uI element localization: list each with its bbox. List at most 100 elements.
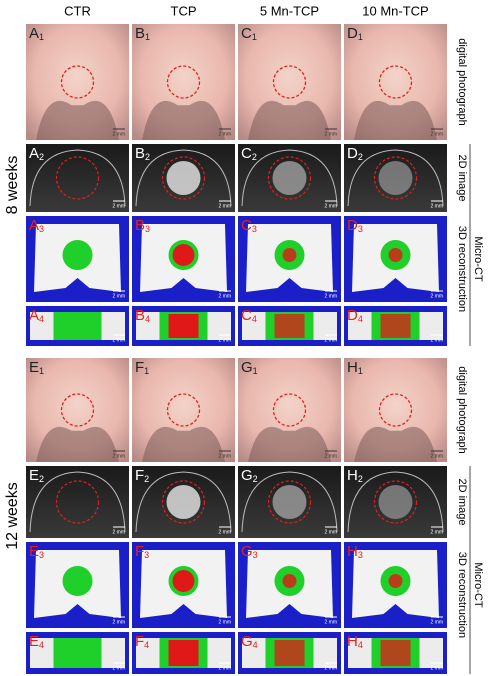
panel-subscript: 1 (358, 366, 363, 376)
bone-outline (29, 471, 126, 533)
panel-label: D2 (347, 145, 363, 162)
row-label: digital photograph (456, 38, 468, 125)
defect-circle (373, 480, 418, 524)
panel: F1 2 mm (132, 358, 235, 462)
scale-bar-label: 2 mm (431, 337, 444, 343)
panel-label: C1 (241, 25, 257, 42)
panel-subscript: 3 (39, 224, 44, 234)
panel-letter: A (29, 217, 39, 234)
scale-bar-label: 2 mm (113, 293, 126, 299)
panel-label: F3 (135, 543, 149, 560)
scale-bar-label: 2 mm (113, 131, 126, 137)
panel-letter: F (135, 543, 144, 560)
panel-letter: A (29, 145, 39, 162)
panel: E2 2 mm (26, 466, 129, 538)
scale-bar-label: 2 mm (431, 453, 444, 459)
defect-circle (373, 156, 418, 200)
panel-letter: A (29, 25, 39, 42)
panel-subscript: 2 (252, 152, 257, 162)
panel-subscript: 2 (145, 152, 150, 162)
row-label: 3D reconstruction (456, 552, 468, 638)
panel: G4 2 mm (238, 632, 341, 674)
panel: E4 2 mm (26, 632, 129, 674)
panel-subscript: 3 (358, 550, 363, 560)
bone-outline (241, 471, 338, 533)
panel-letter: H (347, 467, 358, 484)
panel: B2 2 mm (132, 144, 235, 212)
panel-subscript: 4 (358, 640, 363, 650)
scale-bar-label: 2 mm (431, 203, 444, 209)
panel: C4 2 mm (238, 306, 341, 346)
scaffold (380, 640, 411, 666)
bone-outline (347, 149, 444, 207)
panel: G3 2 mm (238, 542, 341, 628)
panel-label: G4 (241, 633, 258, 650)
panel: B4 2 mm (132, 306, 235, 346)
panel: H3 2 mm (344, 542, 447, 628)
ct-2d (26, 144, 129, 212)
panel-letter: F (135, 467, 144, 484)
scaffold (274, 314, 305, 338)
panel-label: A1 (29, 25, 44, 42)
scale-bar-label: 2 mm (219, 665, 232, 671)
panel-subscript: 3 (253, 550, 258, 560)
panel-label: H2 (347, 467, 363, 484)
panel-label: E2 (29, 467, 44, 484)
panel-letter: B (135, 307, 145, 324)
panel-letter: C (241, 217, 252, 234)
panel: F4 2 mm (132, 632, 235, 674)
panel-subscript: 4 (144, 640, 149, 650)
scale-bar-label: 2 mm (431, 619, 444, 625)
scale-bar-label: 2 mm (219, 293, 232, 299)
scaffold (272, 161, 307, 195)
micro-ct-label: Micro-CT (472, 236, 484, 281)
scale-bar-label: 2 mm (219, 529, 232, 535)
panel-subscript: 1 (253, 366, 258, 376)
panel-letter: H (347, 359, 358, 376)
panel-subscript: 4 (253, 640, 258, 650)
panel-label: D1 (347, 25, 363, 42)
panel-letter: E (29, 359, 39, 376)
panel-letter: E (29, 633, 39, 650)
scale-bar-label: 2 mm (431, 293, 444, 299)
scaffold (166, 161, 201, 195)
bone-outline (29, 149, 126, 207)
panel: G2 2 mm (238, 466, 341, 538)
panel-letter: E (29, 543, 39, 560)
panel-label: H3 (347, 543, 363, 560)
panel-subscript: 1 (358, 32, 363, 42)
panel-subscript: 1 (145, 32, 150, 42)
panel-letter: G (241, 467, 253, 484)
scale-bar-label: 2 mm (113, 619, 126, 625)
panel-letter: E (29, 467, 39, 484)
panel: A3 2 mm (26, 216, 129, 302)
scaffold (168, 640, 199, 666)
scale-bar-label: 2 mm (431, 665, 444, 671)
panel: H1 2 mm (344, 358, 447, 462)
scaffold (274, 640, 305, 666)
panel-letter: C (241, 25, 252, 42)
scaffold (172, 570, 195, 592)
defect-circle (60, 393, 95, 427)
panel-subscript: 3 (144, 550, 149, 560)
scale-bar-label: 2 mm (325, 131, 338, 137)
panel-label: E4 (29, 633, 44, 650)
panel-subscript: 1 (144, 366, 149, 376)
panel: H2 2 mm (344, 466, 447, 538)
panel-letter: F (135, 633, 144, 650)
panel-subscript: 4 (358, 314, 363, 324)
panel-label: H4 (347, 633, 363, 650)
column-header: TCP (171, 3, 197, 18)
defect-circle (60, 65, 95, 99)
panel-letter: D (347, 307, 358, 324)
new-bone (53, 638, 102, 668)
panel-subscript: 1 (252, 32, 257, 42)
scale-bar-label: 2 mm (325, 529, 338, 535)
panel-letter: C (241, 145, 252, 162)
knee (142, 426, 225, 462)
row-label: 2D image (456, 154, 468, 201)
panel-subscript: 1 (39, 366, 44, 376)
scaffold (388, 574, 403, 588)
panel-label: A4 (29, 307, 44, 324)
